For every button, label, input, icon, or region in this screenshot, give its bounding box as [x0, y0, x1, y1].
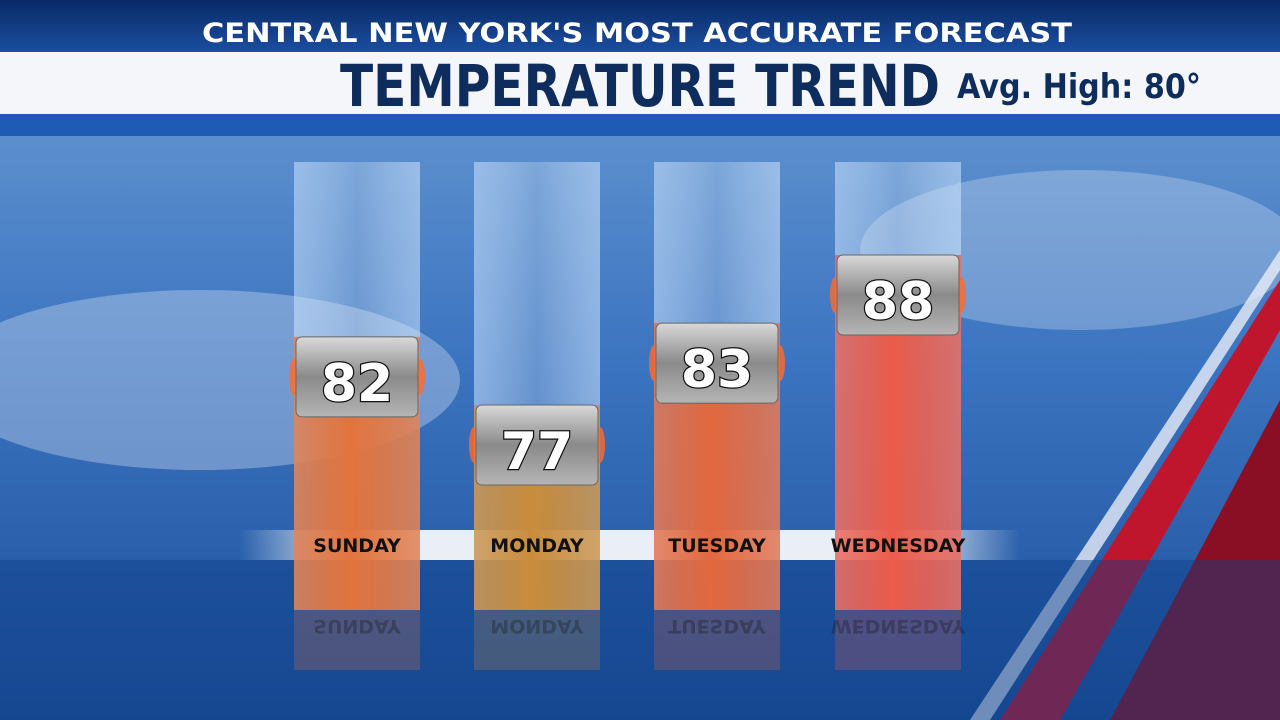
annotation: Avg. High: 80° [957, 67, 1201, 107]
title-underbar [0, 114, 1280, 136]
title-bar [0, 52, 1280, 114]
red-stripe [1000, 280, 1280, 720]
red-stripe [1110, 400, 1280, 720]
value-box [475, 404, 599, 486]
value-label: 82 [321, 354, 393, 414]
value-box [655, 322, 779, 404]
x-tick-label-reflection: SUNDAY [313, 615, 401, 637]
bar-reflection [835, 610, 961, 670]
top-bar [0, 0, 1280, 52]
x-tick-label-reflection: TUESDAY [668, 615, 766, 637]
white-stripe [970, 250, 1280, 720]
value-label: 88 [862, 272, 934, 332]
value-label: 77 [501, 422, 573, 482]
title: TEMPERATURE TREND [340, 52, 940, 120]
bar-reflection [654, 610, 780, 670]
x-tick-label: SUNDAY [313, 535, 401, 557]
value-label: 83 [681, 340, 753, 400]
value-box [836, 254, 960, 336]
floor [0, 560, 1280, 720]
x-tick-label: MONDAY [490, 535, 584, 557]
bar-reflection [294, 610, 420, 670]
x-tick-label-reflection: WEDNESDAY [831, 615, 966, 637]
bars: 82 SUNDAY SUNDAY 77 MONDAY MONDAY 83 TUESDAY TUE… [289, 162, 966, 670]
x-tick-label: WEDNESDAY [831, 535, 966, 557]
x-tick-label: TUESDAY [668, 535, 766, 557]
subtitle: CENTRAL NEW YORK'S MOST ACCURATE FORECAS… [202, 18, 1073, 49]
value-box [295, 336, 419, 418]
bar-reflection [474, 610, 600, 670]
x-tick-label-reflection: MONDAY [490, 615, 584, 637]
